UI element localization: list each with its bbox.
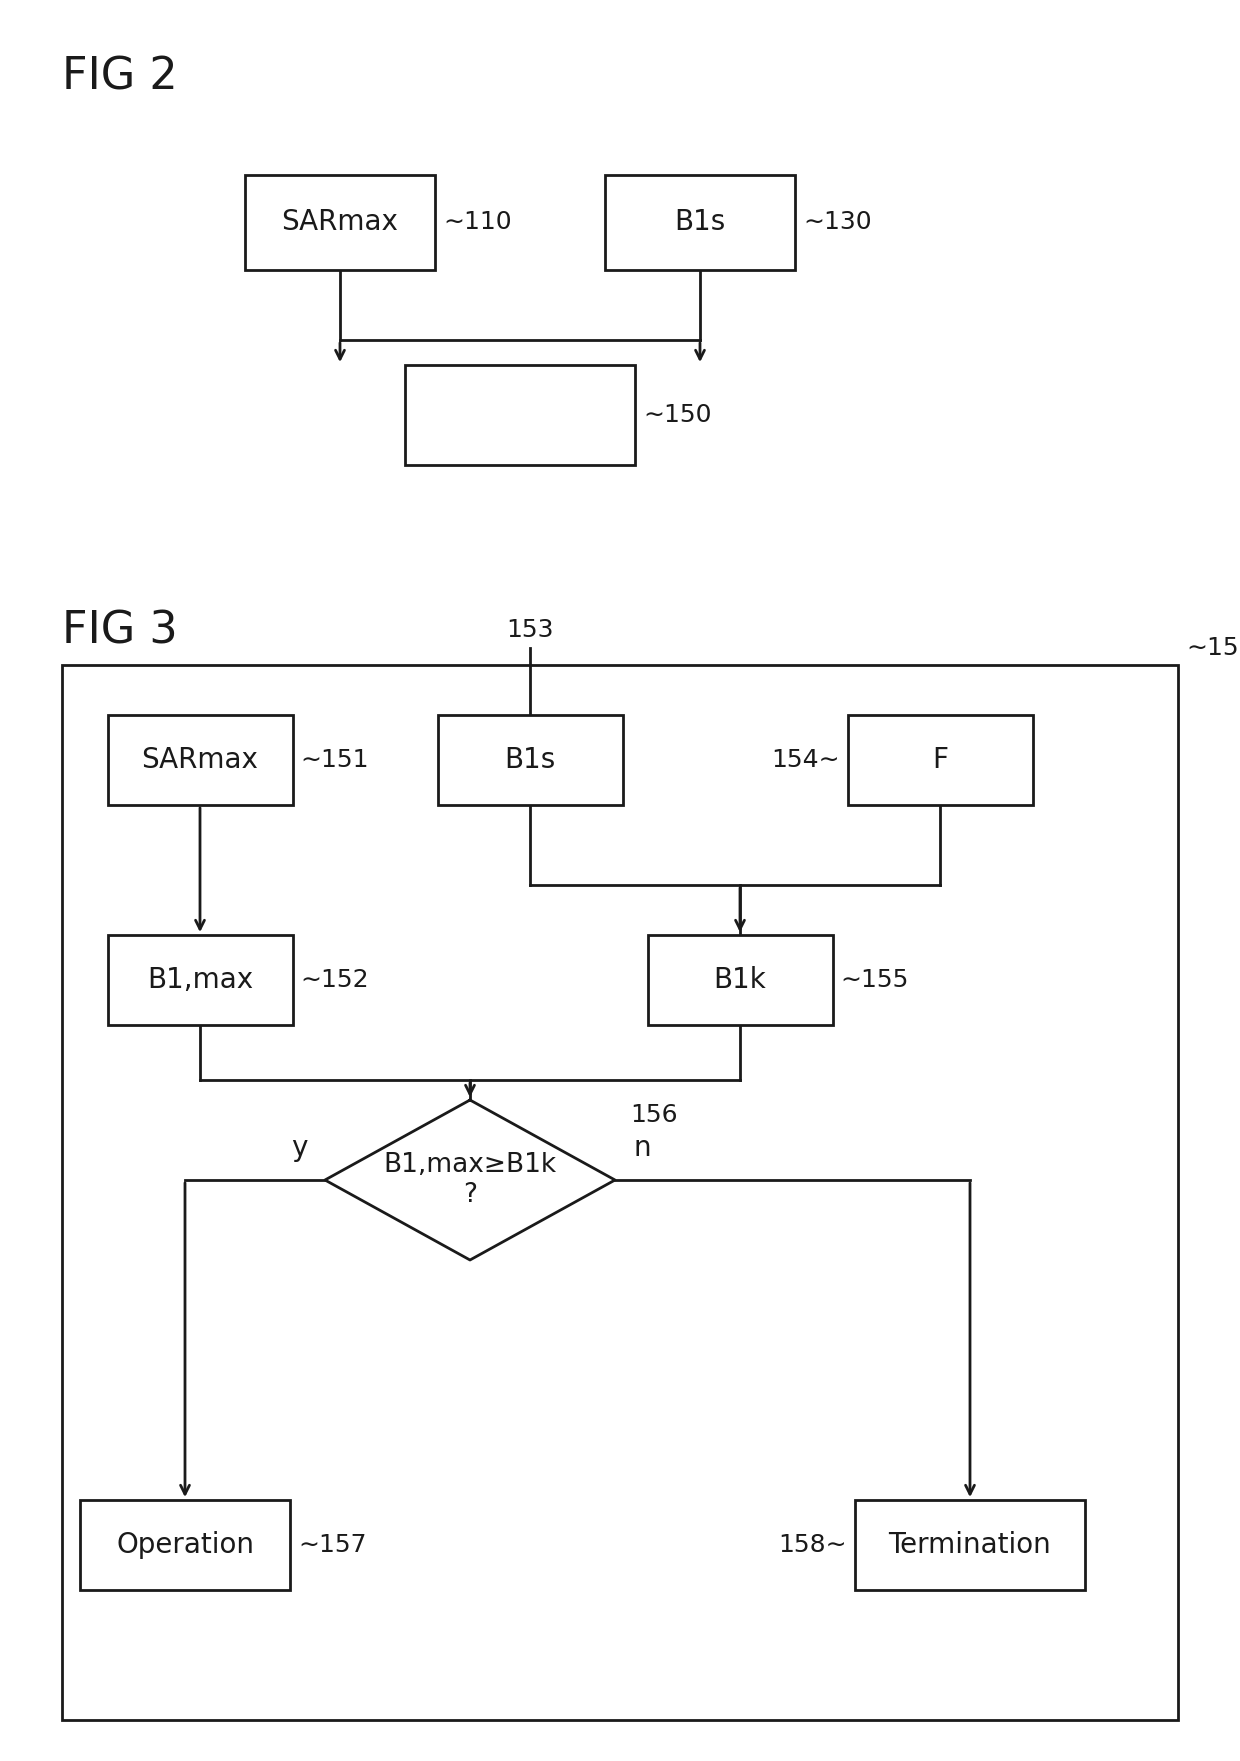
Text: FIG 3: FIG 3 [62,609,177,653]
Text: 158∼: 158∼ [779,1534,847,1557]
Text: ∼155: ∼155 [841,969,909,991]
Text: F: F [932,747,949,775]
Bar [246,174,435,269]
Text: SARmax: SARmax [141,747,258,775]
Text: ∼152: ∼152 [300,969,370,991]
Bar [108,935,293,1025]
Text: ∼150: ∼150 [1185,636,1240,660]
Text: B1k: B1k [714,967,766,993]
Text: 153: 153 [506,618,554,643]
Bar [438,715,622,805]
Text: y: y [290,1134,308,1162]
Text: B1s: B1s [505,747,556,775]
Text: B1s: B1s [675,208,725,236]
Text: FIG 2: FIG 2 [62,55,177,99]
Text: ∼151: ∼151 [300,748,370,771]
Text: ∼157: ∼157 [298,1534,367,1557]
Text: n: n [632,1134,651,1162]
Bar [62,666,1178,1720]
Text: ∼110: ∼110 [443,210,512,234]
Text: ∼150: ∼150 [644,403,712,426]
Text: Operation: Operation [117,1530,254,1558]
Text: B1,max≥B1k
?: B1,max≥B1k ? [383,1152,557,1208]
Bar [856,1500,1085,1590]
Bar [108,715,293,805]
Text: ∼130: ∼130 [804,210,872,234]
Bar [847,715,1033,805]
Text: 154∼: 154∼ [771,748,839,771]
Text: SARmax: SARmax [281,208,398,236]
Text: Termination: Termination [889,1530,1052,1558]
Bar [647,935,832,1025]
Bar [81,1500,290,1590]
Text: 156: 156 [630,1102,677,1127]
Bar [405,365,635,465]
Text: B1,max: B1,max [146,967,253,993]
Bar [605,174,795,269]
